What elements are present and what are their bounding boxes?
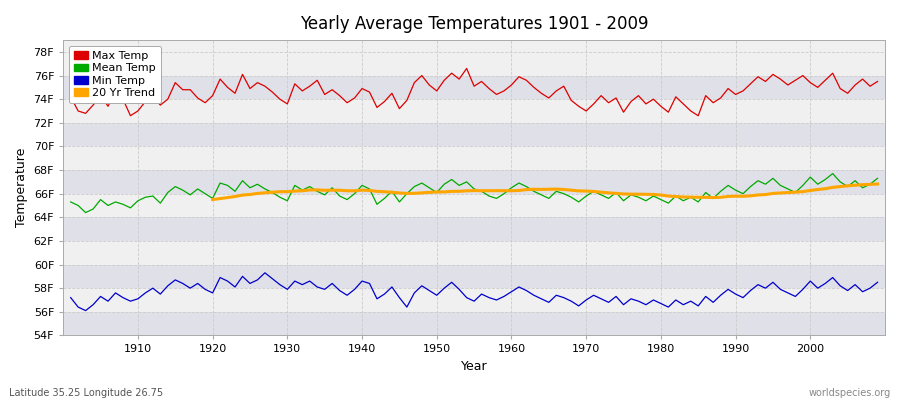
Bar [63,123,885,146]
Bar [63,99,885,123]
Text: worldspecies.org: worldspecies.org [809,388,891,398]
X-axis label: Year: Year [461,360,488,373]
Bar [63,288,885,312]
Bar [63,312,885,336]
Bar [63,194,885,217]
Bar [63,264,885,288]
Y-axis label: Temperature: Temperature [15,148,28,228]
Bar [63,76,885,99]
Bar [63,217,885,241]
Title: Yearly Average Temperatures 1901 - 2009: Yearly Average Temperatures 1901 - 2009 [300,15,648,33]
Bar [63,170,885,194]
Bar [63,146,885,170]
Text: Latitude 35.25 Longitude 26.75: Latitude 35.25 Longitude 26.75 [9,388,163,398]
Bar [63,241,885,264]
Bar [63,52,885,76]
Legend: Max Temp, Mean Temp, Min Temp, 20 Yr Trend: Max Temp, Mean Temp, Min Temp, 20 Yr Tre… [68,46,161,104]
